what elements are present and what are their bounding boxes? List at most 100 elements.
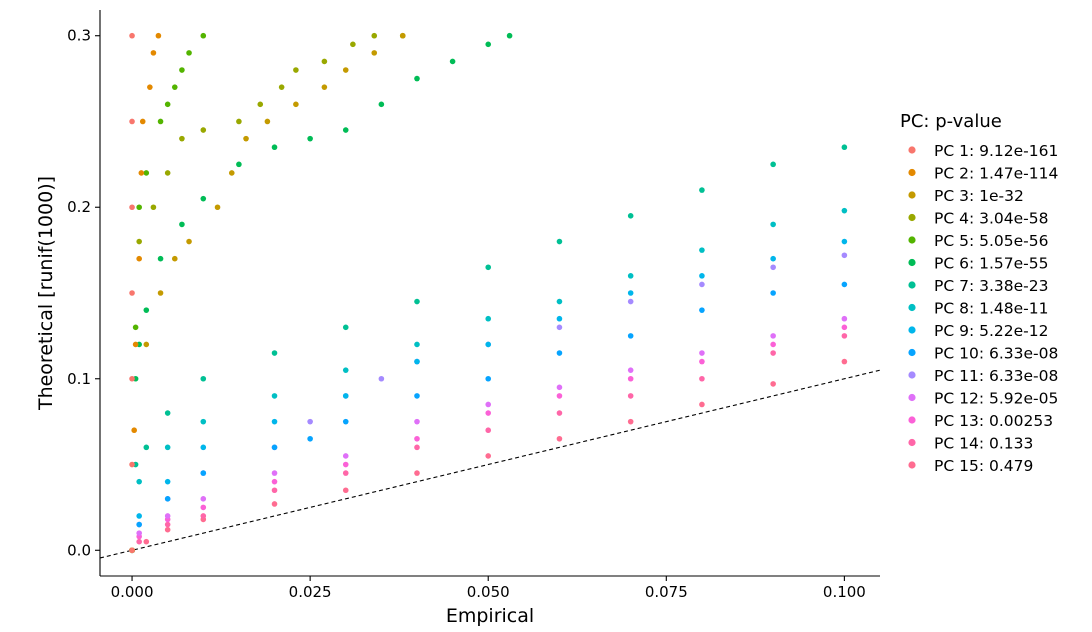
data-point [271, 470, 278, 476]
x-tick-label: 0.000 [111, 583, 154, 601]
data-point [139, 118, 146, 125]
legend-item: PC 15: 0.479 [908, 457, 1033, 475]
data-point [129, 461, 135, 468]
data-point [342, 127, 349, 133]
data-point [770, 341, 776, 348]
data-point [214, 204, 221, 211]
data-point [841, 324, 848, 331]
x-tick-label: 0.075 [645, 583, 688, 601]
series-pc6 [129, 32, 513, 554]
data-point [293, 101, 299, 108]
data-point [164, 526, 171, 533]
series-pc14 [129, 333, 848, 554]
data-point [143, 444, 150, 451]
legend-key [908, 213, 916, 222]
data-point [131, 427, 137, 434]
legend-item: PC 13: 0.00253 [908, 412, 1053, 430]
data-point [556, 384, 563, 391]
data-point [307, 418, 313, 425]
series-pc13 [129, 324, 848, 554]
legend-label: PC 12: 5.92e-05 [934, 390, 1058, 408]
legend-item: PC 14: 0.133 [908, 435, 1033, 453]
series-pc12 [129, 315, 848, 554]
x-tick-label: 0.100 [823, 583, 866, 601]
data-point [485, 315, 492, 322]
data-point [414, 298, 420, 305]
data-point [200, 195, 207, 202]
data-point [506, 32, 513, 39]
data-point [271, 444, 278, 451]
data-point [841, 281, 848, 288]
data-point [770, 290, 776, 296]
legend-label: PC 15: 0.479 [934, 457, 1033, 475]
data-point [293, 67, 299, 73]
data-point [342, 67, 349, 73]
data-point [414, 444, 420, 451]
legend-title: PC: p-value [900, 111, 1002, 132]
legend-label: PC 14: 0.133 [934, 435, 1033, 453]
legend-key [908, 258, 916, 267]
data-point [699, 401, 705, 408]
legend-key [908, 281, 916, 289]
data-point [399, 32, 406, 39]
data-point [699, 247, 705, 253]
y-tick-label: 0.2 [67, 198, 91, 216]
data-point [485, 341, 492, 348]
data-point [627, 290, 634, 296]
legend-item: PC 3: 1e-32 [908, 187, 1024, 205]
legend-item: PC 6: 1.57e-55 [908, 255, 1048, 273]
data-point [371, 50, 378, 56]
data-point [841, 315, 848, 322]
data-point [414, 418, 420, 425]
legend-label: PC 1: 9.12e-161 [934, 142, 1058, 160]
data-point [200, 32, 207, 39]
data-point [414, 435, 420, 442]
data-point [449, 58, 456, 65]
series-pc4 [129, 32, 406, 554]
legend-label: PC 4: 3.04e-58 [934, 210, 1048, 228]
plot-area [100, 32, 880, 559]
data-point [378, 375, 385, 382]
data-point [770, 221, 776, 228]
data-point [200, 127, 207, 133]
data-point [485, 427, 492, 434]
data-point [157, 255, 164, 262]
data-point [627, 418, 634, 425]
legend-item: PC 7: 3.38e-23 [908, 277, 1048, 295]
data-point [627, 273, 634, 279]
data-point [155, 32, 162, 39]
data-point [841, 252, 848, 259]
data-point [770, 264, 776, 271]
legend-label: PC 13: 0.00253 [934, 412, 1053, 430]
series-pc3 [129, 32, 406, 554]
data-point [485, 453, 492, 459]
data-point [143, 341, 150, 348]
legend-label: PC 10: 6.33e-08 [934, 345, 1058, 363]
data-point [556, 298, 563, 305]
legend-label: PC 2: 1.47e-114 [934, 165, 1058, 183]
data-point [200, 375, 207, 382]
legend-key [908, 461, 916, 469]
data-point [841, 144, 848, 151]
legend-item: PC 1: 9.12e-161 [908, 142, 1058, 160]
data-point [150, 50, 157, 56]
legend-item: PC 9: 5.22e-12 [908, 322, 1048, 340]
legend-item: PC 8: 1.48e-11 [908, 300, 1048, 318]
legend-label: PC 6: 1.57e-55 [934, 255, 1048, 273]
legend-label: PC 11: 6.33e-08 [934, 367, 1058, 385]
data-point [485, 410, 492, 416]
data-point [485, 375, 492, 382]
data-point [164, 410, 171, 416]
data-point [171, 84, 178, 90]
data-point [342, 453, 349, 459]
data-point [236, 118, 242, 125]
y-axis-ticks: 0.0 0.1 0.2 0.3 [67, 27, 100, 559]
data-point [699, 187, 705, 193]
data-point [200, 504, 207, 511]
y-axis-title: Theoretical [runif(1000)] [35, 176, 57, 411]
data-point [129, 547, 135, 554]
series-pc9 [129, 238, 848, 554]
data-point [164, 478, 171, 485]
data-point [307, 135, 313, 142]
x-axis-ticks: 0.000 0.025 0.050 0.075 0.100 [111, 576, 866, 601]
